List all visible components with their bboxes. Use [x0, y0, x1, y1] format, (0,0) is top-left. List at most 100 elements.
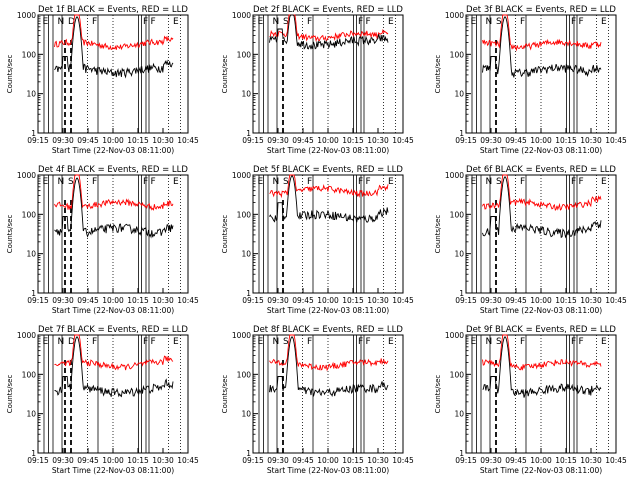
- y-tick-label: 100: [450, 370, 465, 379]
- segment-letter: E: [43, 337, 49, 347]
- segment-letter: S: [496, 337, 502, 347]
- y-tick-label: 10: [241, 90, 251, 99]
- segment-letter: F: [358, 337, 363, 347]
- segment-letter: F: [571, 17, 576, 27]
- segment-letter: E: [388, 337, 394, 347]
- lld-series-line: [269, 174, 389, 199]
- x-tick-label: 10:00: [317, 296, 339, 305]
- detector-panel: Det 8f BLACK = Events, RED = LLD 1 10 100 10…: [221, 325, 414, 475]
- y-axis-label: Counts/sec: [434, 215, 442, 254]
- y-tick-label: 1000: [445, 11, 464, 20]
- x-tick-label: 10:00: [530, 296, 552, 305]
- plot-frame: [465, 334, 617, 454]
- segment-letter: F: [366, 17, 371, 27]
- plot-frame: [252, 334, 404, 454]
- x-tick-label: 09:30: [52, 136, 74, 145]
- segment-letter: N: [486, 337, 493, 347]
- lld-series-line: [482, 334, 602, 371]
- segment-letter: E: [471, 17, 477, 27]
- detector-panel: Det 9f BLACK = Events, RED = LLD 1 10 100 10…: [434, 325, 627, 475]
- x-tick-label: 10:30: [152, 296, 174, 305]
- segment-letter: F: [579, 17, 584, 27]
- y-tick-label: 100: [22, 50, 37, 59]
- segment-letter: F: [92, 177, 97, 187]
- x-tick-label: 10:30: [367, 296, 389, 305]
- segment-letter: N: [486, 177, 493, 187]
- x-tick-label: 09:45: [77, 456, 99, 465]
- x-axis-label: Start Time (22-Nov-03 08:11:00): [267, 466, 389, 475]
- segment-letter: F: [143, 337, 148, 347]
- events-series-line: [482, 16, 602, 78]
- x-tick-label: 09:15: [242, 296, 264, 305]
- y-axis-label: Counts/sec: [6, 55, 14, 94]
- segment-letter: E: [173, 17, 179, 27]
- lld-series-line: [269, 14, 389, 43]
- segment-letter: E: [258, 17, 264, 27]
- y-axis-label: Counts/sec: [221, 375, 229, 414]
- y-tick-label: 1: [31, 289, 36, 298]
- y-tick-label: 10: [26, 250, 36, 259]
- segment-letter: F: [358, 17, 363, 27]
- x-tick-label: 09:30: [480, 136, 502, 145]
- y-tick-label: 100: [22, 210, 37, 219]
- segment-letter: F: [520, 177, 525, 187]
- x-tick-label: 10:00: [317, 136, 339, 145]
- x-axis-label: Start Time (22-Nov-03 08:11:00): [267, 306, 389, 315]
- plot-frame: [37, 334, 189, 454]
- x-tick-label: 10:45: [605, 136, 627, 145]
- x-tick-label: 10:30: [367, 456, 389, 465]
- plot-frame: [37, 174, 189, 294]
- y-tick-label: 10: [454, 410, 464, 419]
- panel-title: Det 3f BLACK = Events, RED = LLD: [466, 5, 616, 15]
- x-tick-label: 10:00: [102, 296, 124, 305]
- segment-letter: F: [571, 337, 576, 347]
- segment-letter: F: [579, 177, 584, 187]
- segment-letter: S: [68, 177, 74, 187]
- y-tick-label: 100: [450, 210, 465, 219]
- x-tick-label: 09:15: [27, 456, 49, 465]
- events-series-line: [54, 177, 174, 239]
- y-tick-label: 1000: [17, 171, 36, 180]
- y-tick-label: 1000: [232, 171, 251, 180]
- x-tick-label: 10:45: [392, 296, 414, 305]
- segment-letter: F: [571, 177, 576, 187]
- x-tick-label: 10:00: [530, 456, 552, 465]
- y-axis-label: Counts/sec: [434, 55, 442, 94]
- lld-series-line: [54, 14, 174, 51]
- segment-letter: E: [173, 177, 179, 187]
- y-tick-label: 1000: [17, 11, 36, 20]
- x-tick-label: 09:30: [267, 136, 289, 145]
- segment-letter: F: [307, 17, 312, 27]
- y-tick-label: 10: [454, 90, 464, 99]
- events-series-line: [54, 16, 174, 79]
- y-tick-label: 1: [31, 449, 36, 458]
- segment-letter: F: [366, 337, 371, 347]
- y-tick-label: 100: [237, 210, 252, 219]
- segment-letter: N: [273, 177, 280, 187]
- segment-letter: S: [496, 17, 502, 27]
- events-series-line: [482, 176, 602, 239]
- segment-letter: E: [471, 337, 477, 347]
- y-tick-label: 1: [459, 449, 464, 458]
- y-axis-label: Counts/sec: [6, 215, 14, 254]
- detector-panel: Det 7f BLACK = Events, RED = LLD 1 10 100 10…: [6, 325, 199, 475]
- detector-panel: Det 1f BLACK = Events, RED = LLD 1 10 100 10…: [6, 5, 199, 155]
- x-axis-label: Start Time (22-Nov-03 08:11:00): [52, 466, 174, 475]
- segment-letter: S: [283, 17, 289, 27]
- x-tick-label: 09:45: [292, 296, 314, 305]
- x-tick-label: 10:15: [127, 136, 149, 145]
- segment-letter: N: [486, 17, 493, 27]
- segment-letter: F: [307, 177, 312, 187]
- x-axis-label: Start Time (22-Nov-03 08:11:00): [480, 146, 602, 155]
- segment-letter: F: [143, 177, 148, 187]
- panel-title: Det 9f BLACK = Events, RED = LLD: [466, 325, 616, 335]
- y-tick-label: 1000: [232, 11, 251, 20]
- x-tick-label: 09:15: [242, 136, 264, 145]
- panel-title: Det 4f BLACK = Events, RED = LLD: [38, 165, 188, 175]
- y-tick-label: 1: [246, 449, 251, 458]
- x-tick-label: 09:30: [267, 296, 289, 305]
- segment-letter: F: [143, 17, 148, 27]
- segment-letter: E: [471, 177, 477, 187]
- segment-letter: N: [58, 177, 65, 187]
